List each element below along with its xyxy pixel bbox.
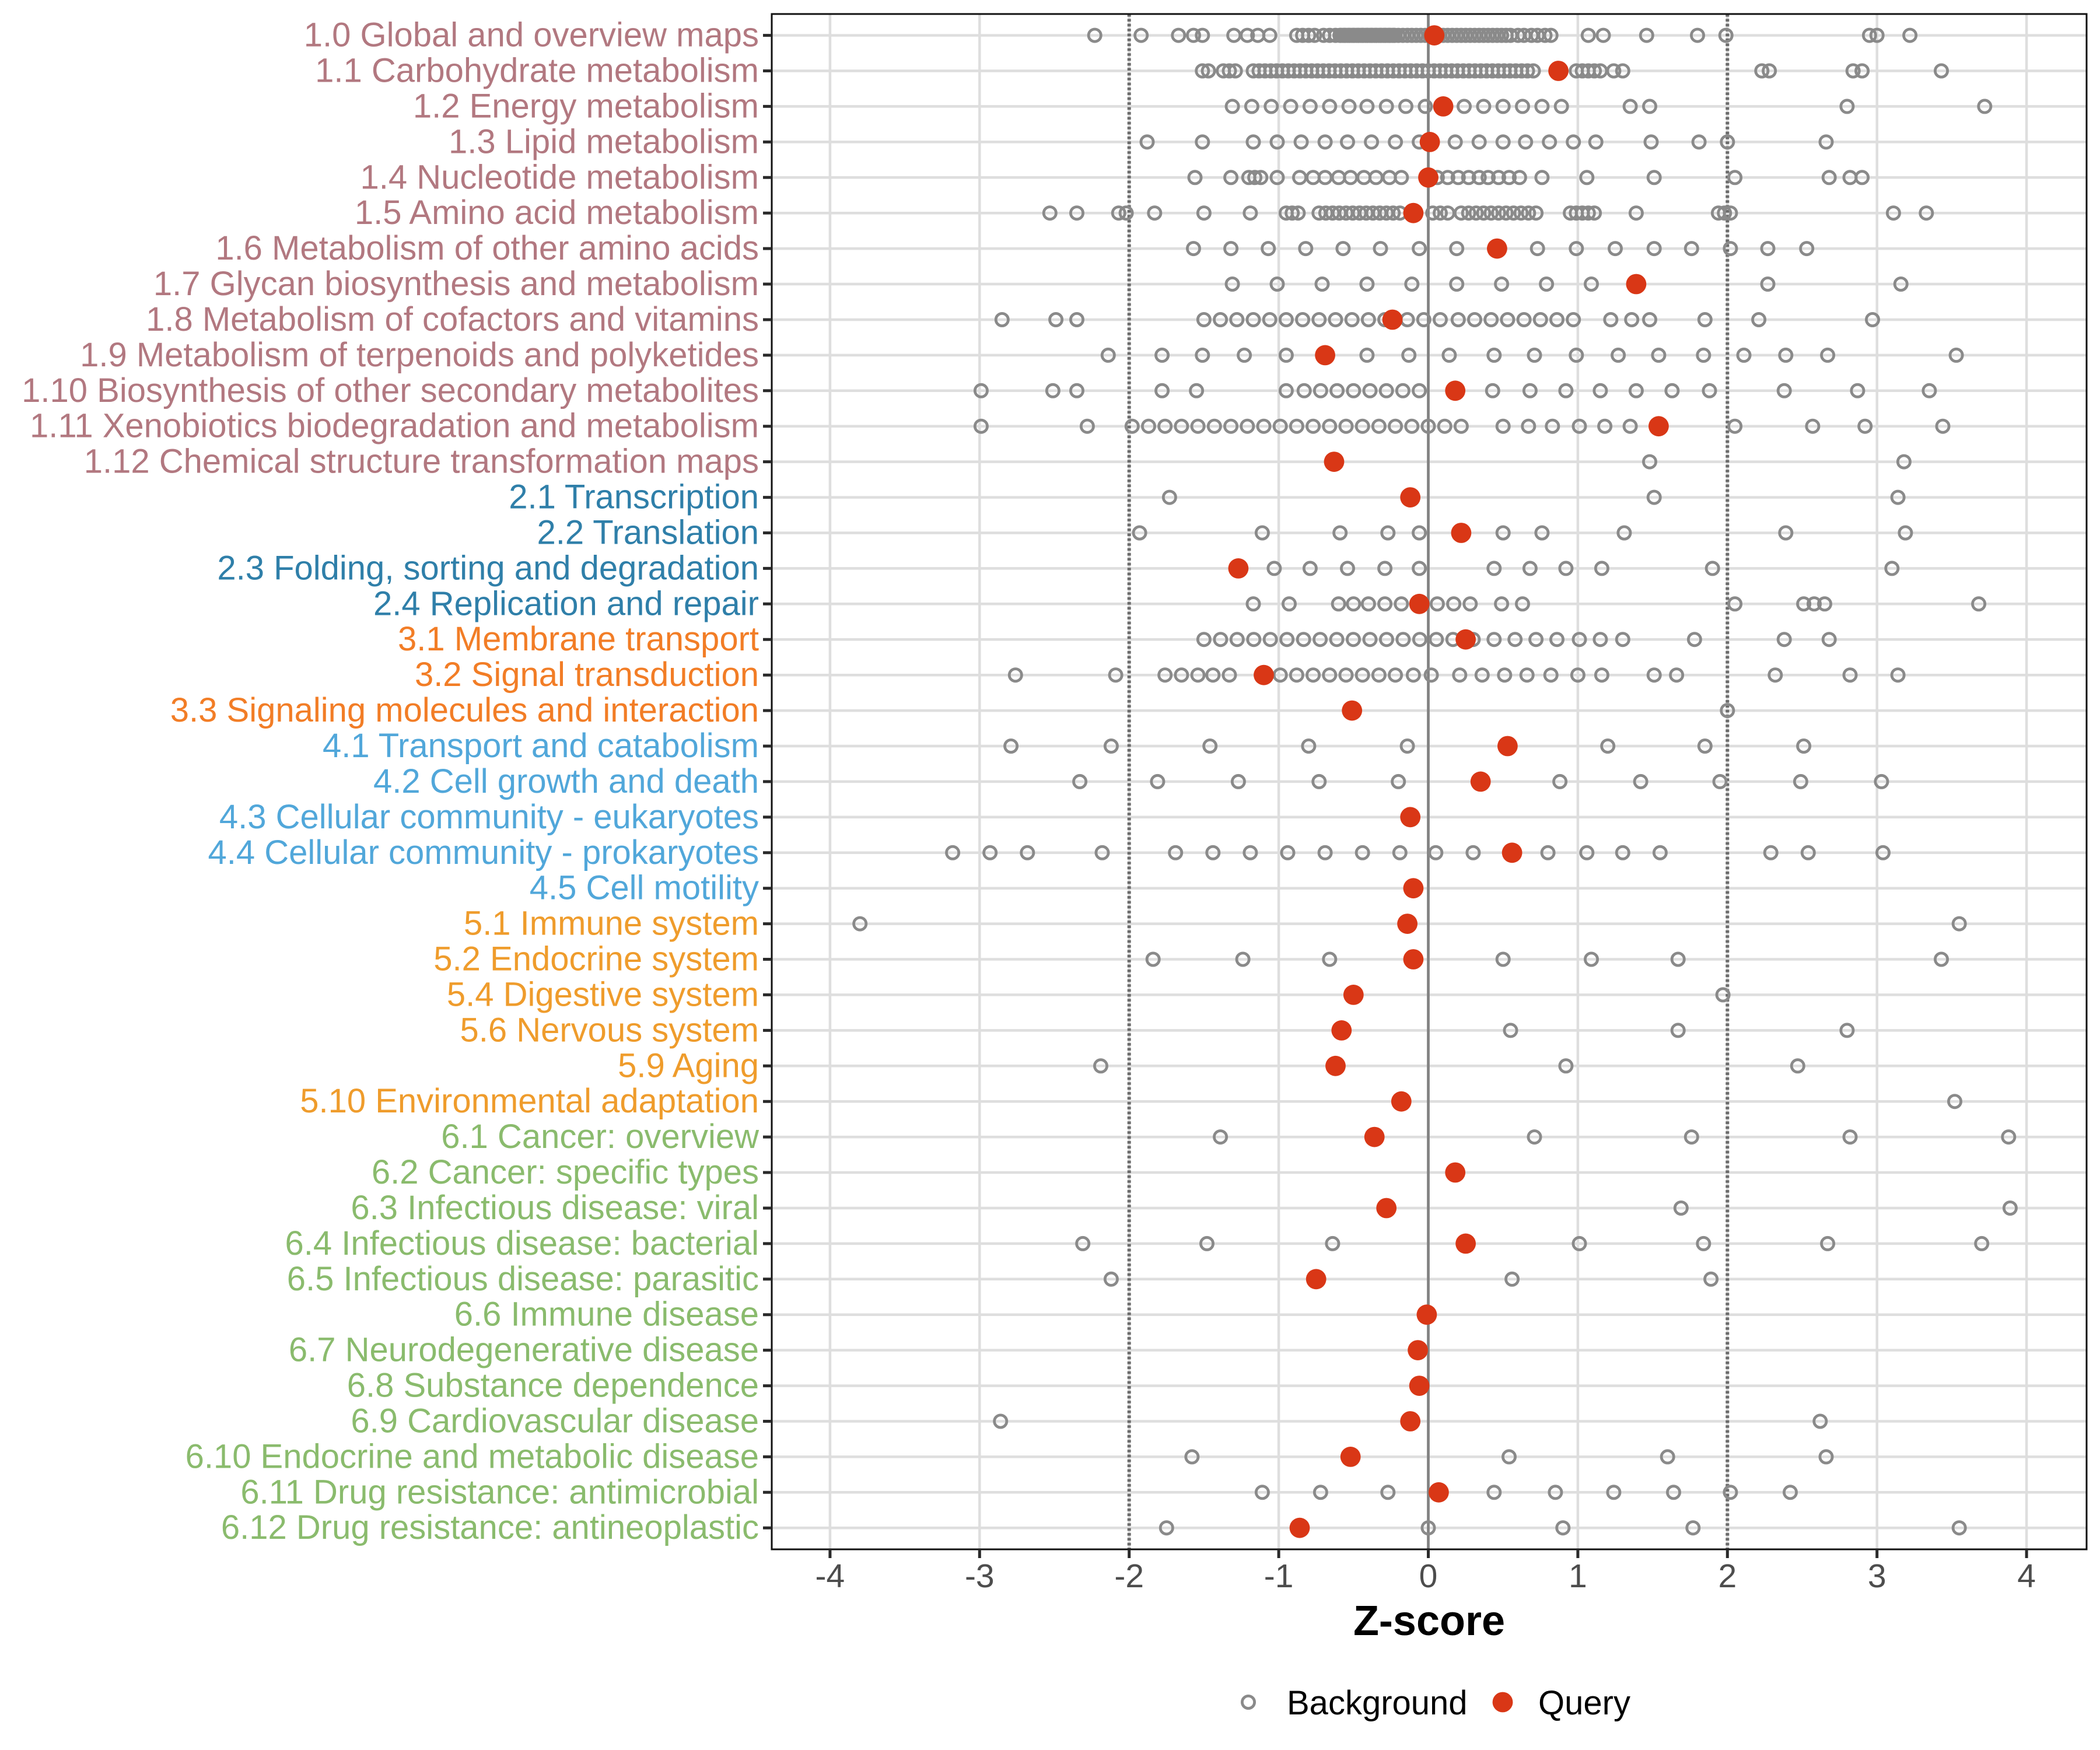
svg-text:0: 0	[1419, 1558, 1438, 1595]
svg-text:6.9 Cardiovascular disease: 6.9 Cardiovascular disease	[351, 1402, 759, 1440]
svg-text:1.0 Global and overview maps: 1.0 Global and overview maps	[304, 16, 759, 54]
svg-text:5.1 Immune system: 5.1 Immune system	[464, 905, 759, 943]
svg-text:6.8 Substance dependence: 6.8 Substance dependence	[347, 1367, 759, 1405]
svg-text:Background: Background	[1287, 1684, 1468, 1722]
svg-text:-2: -2	[1114, 1558, 1144, 1595]
svg-text:6.5 Infectious disease: parasi: 6.5 Infectious disease: parasitic	[287, 1260, 759, 1298]
svg-text:6.4 Infectious disease: bacter: 6.4 Infectious disease: bacterial	[285, 1224, 759, 1262]
svg-text:1.7 Glycan biosynthesis and me: 1.7 Glycan biosynthesis and metabolism	[153, 265, 759, 303]
svg-text:1.1 Carbohydrate metabolism: 1.1 Carbohydrate metabolism	[315, 52, 759, 90]
svg-text:1.9 Metabolism of terpenoids a: 1.9 Metabolism of terpenoids and polyket…	[80, 336, 759, 374]
svg-text:2.1 Transcription: 2.1 Transcription	[509, 478, 759, 516]
svg-text:6.6 Immune disease: 6.6 Immune disease	[454, 1296, 759, 1334]
svg-text:1.4 Nucleotide metabolism: 1.4 Nucleotide metabolism	[360, 158, 759, 196]
svg-text:5.4 Digestive system: 5.4 Digestive system	[447, 975, 759, 1013]
svg-text:6.2 Cancer: specific types: 6.2 Cancer: specific types	[372, 1153, 759, 1191]
svg-text:1.5 Amino acid metabolism: 1.5 Amino acid metabolism	[355, 194, 759, 232]
svg-text:3: 3	[1868, 1558, 1887, 1595]
svg-text:2.4 Replication and repair: 2.4 Replication and repair	[373, 584, 759, 622]
svg-text:-3: -3	[965, 1558, 995, 1595]
svg-text:6.7 Neurodegenerative disease: 6.7 Neurodegenerative disease	[289, 1331, 759, 1369]
svg-text:6.10 Endocrine and metabolic d: 6.10 Endocrine and metabolic disease	[186, 1437, 759, 1475]
svg-text:5.2 Endocrine system: 5.2 Endocrine system	[433, 940, 759, 978]
svg-text:6.11 Drug resistance: antimicr: 6.11 Drug resistance: antimicrobial	[240, 1473, 759, 1511]
svg-text:1: 1	[1569, 1558, 1587, 1595]
svg-text:-1: -1	[1264, 1558, 1294, 1595]
svg-text:1.2 Energy metabolism: 1.2 Energy metabolism	[413, 87, 759, 125]
svg-text:3.2 Signal transduction: 3.2 Signal transduction	[415, 656, 759, 694]
svg-text:2: 2	[1718, 1558, 1737, 1595]
svg-text:4.3 Cellular community - eukar: 4.3 Cellular community - eukaryotes	[219, 798, 759, 836]
svg-text:Z-score: Z-score	[1353, 1598, 1505, 1644]
svg-text:-4: -4	[816, 1558, 845, 1595]
svg-text:1.10 Biosynthesis of other sec: 1.10 Biosynthesis of other secondary met…	[22, 372, 759, 410]
svg-text:5.6 Nervous system: 5.6 Nervous system	[460, 1011, 759, 1049]
svg-text:4: 4	[2017, 1558, 2036, 1595]
svg-text:1.12 Chemical structure transf: 1.12 Chemical structure transformation m…	[84, 443, 759, 481]
svg-text:6.1 Cancer: overview: 6.1 Cancer: overview	[441, 1118, 760, 1156]
svg-text:4.5 Cell motility: 4.5 Cell motility	[530, 869, 759, 907]
svg-text:2.3 Folding, sorting and degra: 2.3 Folding, sorting and degradation	[217, 549, 759, 587]
svg-text:6.12 Drug resistance: antineop: 6.12 Drug resistance: antineoplastic	[221, 1508, 759, 1546]
svg-text:2.2 Translation: 2.2 Translation	[537, 514, 759, 552]
svg-text:4.4 Cellular community - proka: 4.4 Cellular community - prokaryotes	[208, 834, 759, 872]
svg-text:3.1 Membrane transport: 3.1 Membrane transport	[398, 620, 759, 658]
svg-text:1.11 Xenobiotics biodegradatio: 1.11 Xenobiotics biodegradation and meta…	[30, 407, 759, 445]
svg-text:3.3 Signaling molecules and in: 3.3 Signaling molecules and interaction	[170, 691, 759, 729]
svg-text:1.6 Metabolism of other amino: 1.6 Metabolism of other amino acids	[215, 229, 759, 267]
svg-text:6.3 Infectious disease: viral: 6.3 Infectious disease: viral	[351, 1189, 759, 1227]
svg-text:Query: Query	[1538, 1684, 1630, 1722]
svg-text:5.9 Aging: 5.9 Aging	[618, 1046, 759, 1084]
svg-text:4.1 Transport and catabolism: 4.1 Transport and catabolism	[323, 727, 759, 765]
svg-text:5.10 Environmental adaptation: 5.10 Environmental adaptation	[300, 1082, 759, 1120]
svg-text:1.3 Lipid metabolism: 1.3 Lipid metabolism	[449, 123, 759, 160]
svg-text:1.8 Metabolism of cofactors an: 1.8 Metabolism of cofactors and vitamins	[146, 300, 759, 338]
svg-text:4.2 Cell growth and death: 4.2 Cell growth and death	[373, 762, 759, 800]
